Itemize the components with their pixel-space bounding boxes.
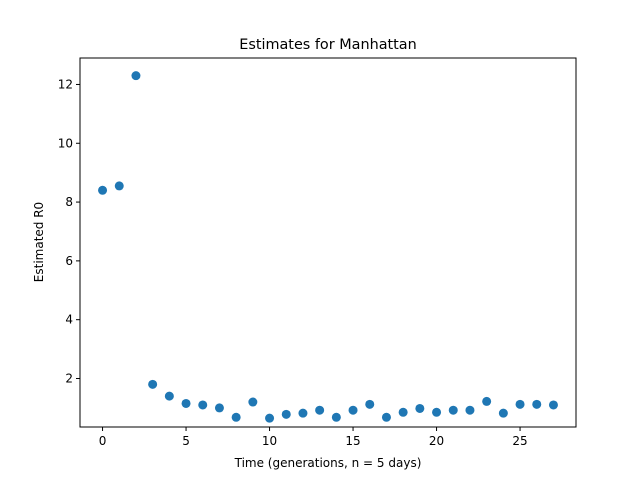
data-point [265,413,275,423]
data-point [432,407,442,417]
y-axis-ticks: 2 4 6 8 10 12 [58,77,80,385]
data-point [131,71,141,81]
y-tick-label: 12 [58,77,73,91]
y-tick-label: 8 [65,195,73,209]
x-tick-label: 10 [262,434,277,448]
data-point [281,409,291,419]
data-points [98,71,558,423]
data-point [214,403,224,413]
chart-title: Estimates for Manhattan [239,37,417,53]
data-point [448,405,458,415]
data-point [398,407,408,417]
data-point [548,400,558,410]
data-point [381,412,391,422]
data-point [348,405,358,415]
x-axis-ticks: 0 5 10 15 20 25 [99,427,528,448]
data-point [198,400,208,410]
data-point [532,399,542,409]
data-point [515,399,525,409]
data-point [298,408,308,418]
data-point [98,185,108,195]
data-point [315,405,325,415]
y-tick-label: 4 [65,313,73,327]
x-tick-label: 5 [182,434,190,448]
data-point [331,412,341,422]
x-axis-label: Time (generations, n = 5 days) [234,456,422,470]
data-point [482,396,492,406]
data-point [415,403,425,413]
data-point [231,412,241,422]
x-tick-label: 25 [512,434,527,448]
data-point [498,408,508,418]
y-tick-label: 2 [65,371,73,385]
data-point [148,379,158,389]
x-tick-label: 15 [345,434,360,448]
data-point [365,399,375,409]
y-tick-label: 6 [65,254,73,268]
y-tick-label: 10 [58,136,73,150]
data-point [248,397,258,407]
x-tick-label: 20 [429,434,444,448]
data-point [181,398,191,408]
data-point [465,405,475,415]
y-axis-label: Estimated R0 [32,202,46,282]
x-tick-label: 0 [99,434,107,448]
data-point [164,391,174,401]
data-point [114,181,124,191]
axes-frame [79,57,577,428]
